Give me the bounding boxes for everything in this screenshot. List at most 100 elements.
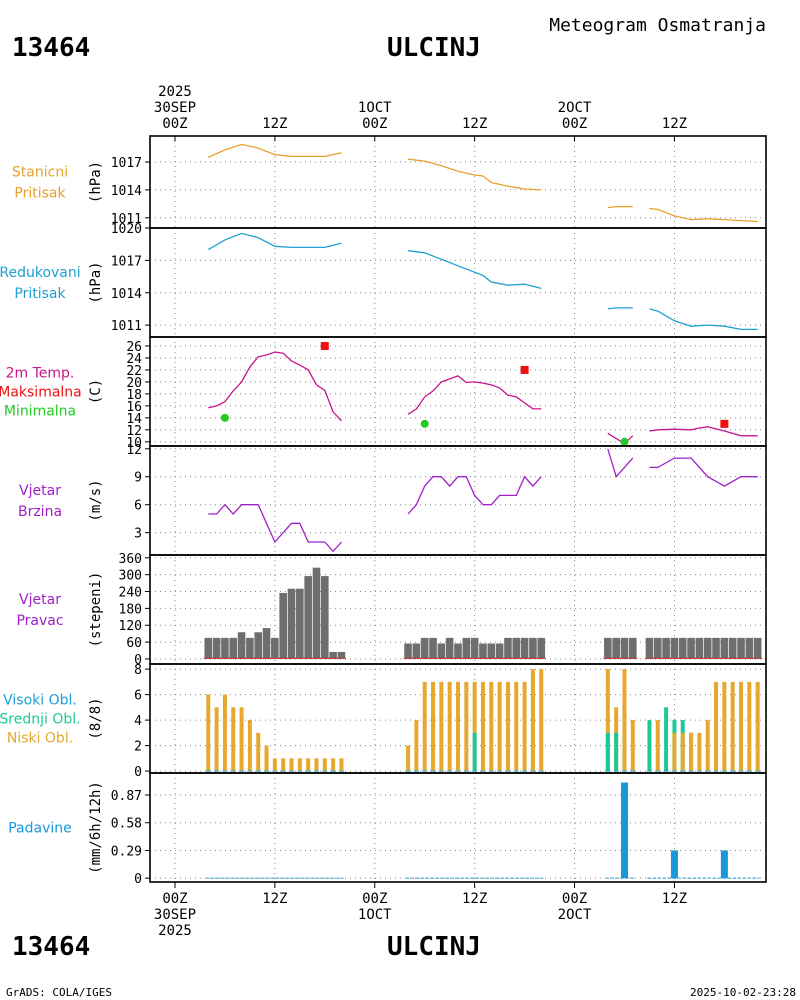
wind-dir-bar [287, 588, 296, 659]
series-line [407, 475, 542, 515]
wind-dir-bar [695, 637, 704, 659]
low-cloud-bar [264, 745, 269, 772]
top-axis-label: 12Z [462, 116, 487, 132]
y-tick-label: 9 [134, 471, 142, 486]
bottom-axis-label: 12Z [462, 891, 487, 907]
low-cloud-bar [522, 681, 527, 772]
bottom-axis-label: 1OCT [358, 907, 392, 923]
low-cloud-bar [539, 669, 544, 772]
low-cloud-bar [239, 707, 244, 772]
low-cloud-bar [322, 758, 327, 772]
low-cloud-bar [214, 707, 219, 772]
low-cloud-bar [689, 732, 694, 772]
wind-dir-bar [221, 637, 229, 659]
wind-dir-bar [470, 637, 479, 659]
wind-dir-bar [520, 637, 529, 659]
low-cloud-bar [331, 758, 336, 772]
top-axis-label: 00Z [562, 116, 587, 132]
low-cloud-bar [697, 732, 702, 772]
low-cloud-bar [714, 681, 719, 772]
y-tick-label: 18 [126, 388, 142, 403]
low-cloud-bar [730, 681, 735, 772]
wind-dir-bar [537, 637, 546, 659]
low-cloud-bar [447, 681, 452, 772]
wind-dir-bar [304, 576, 312, 659]
top-axis-label: 12Z [662, 116, 687, 132]
mid-cloud-bar [647, 720, 652, 772]
y-axis-label: (hPa) [88, 261, 104, 303]
wind-dir-bar [737, 637, 745, 659]
low-cloud-bar [456, 681, 460, 772]
low-cloud-bar [489, 681, 494, 772]
series-label: Vjetar [19, 483, 61, 499]
low-cloud-bar [464, 681, 469, 772]
y-tick-label: 1014 [111, 287, 142, 302]
wind-dir-bar [670, 637, 679, 659]
y-tick-label: 1011 [111, 319, 142, 334]
low-cloud-bar [422, 681, 427, 772]
series-line [208, 143, 342, 158]
bottom-axis-label: 00Z [162, 891, 187, 907]
wind-dir-bar [728, 637, 737, 659]
low-cloud-bar [281, 758, 286, 772]
wind-dir-bar [687, 637, 695, 659]
low-cloud-bar [414, 720, 419, 772]
y-tick-label: 12 [126, 424, 142, 439]
wind-dir-bar [620, 637, 629, 659]
series-line [649, 457, 758, 487]
wind-dir-bar [604, 637, 612, 659]
y-tick-label: 1011 [111, 212, 142, 227]
low-cloud-bar [605, 669, 610, 772]
wind-dir-bar [229, 637, 238, 659]
wind-dir-bar [504, 637, 512, 659]
wind-dir-bar [237, 632, 246, 659]
wind-dir-bar [454, 643, 462, 659]
min-temp-marker [620, 437, 629, 446]
bottom-axis-label: 12Z [662, 891, 687, 907]
wind-dir-bar [337, 651, 346, 659]
y-tick-label: 120 [119, 619, 142, 634]
series-line [649, 426, 758, 437]
top-axis-label: 00Z [162, 116, 187, 132]
station-id-bottom: 13464 [12, 932, 90, 962]
low-cloud-bar [289, 758, 294, 772]
series-line [407, 375, 542, 415]
min-temp-marker [220, 413, 229, 422]
series-label: Srednji Obl. [0, 712, 81, 728]
series-line [207, 232, 342, 251]
y-tick-label: 180 [119, 602, 142, 617]
panel-frame [149, 135, 767, 229]
low-cloud-bar [256, 732, 261, 772]
wind-dir-bar [420, 637, 429, 659]
y-tick-label: 60 [126, 636, 142, 651]
bottom-axis-label: 2025 [158, 923, 192, 939]
y-tick-label: 0.29 [111, 844, 142, 859]
wind-dir-bar [678, 637, 687, 659]
series-label: Brzina [18, 504, 62, 520]
min-temp-marker [420, 419, 429, 428]
low-cloud-bar [297, 758, 302, 772]
wind-dir-bar [312, 567, 321, 659]
wind-dir-bar [462, 637, 471, 659]
y-axis-label: (mm/6h/12h) [88, 781, 104, 874]
y-tick-label: 1014 [111, 184, 142, 199]
y-tick-label: 1017 [111, 254, 142, 269]
low-cloud-bar [755, 681, 760, 772]
station-id-top: 13464 [12, 33, 90, 63]
y-tick-label: 0.87 [111, 789, 142, 804]
wind-dir-bar [487, 643, 496, 659]
low-cloud-bar [480, 681, 485, 772]
top-axis-label: 2025 [158, 84, 192, 100]
footer-timestamp: 2025-10-02-23:28 [690, 986, 796, 999]
wind-dir-bar [653, 637, 662, 659]
wind-dir-bar [645, 637, 654, 659]
y-tick-label: 14 [126, 412, 142, 427]
y-tick-label: 10 [126, 436, 142, 451]
bottom-axis-label: 2OCT [558, 907, 592, 923]
wind-dir-bar [279, 592, 287, 659]
low-cloud-bar [247, 720, 252, 772]
wind-dir-bar [271, 637, 279, 659]
